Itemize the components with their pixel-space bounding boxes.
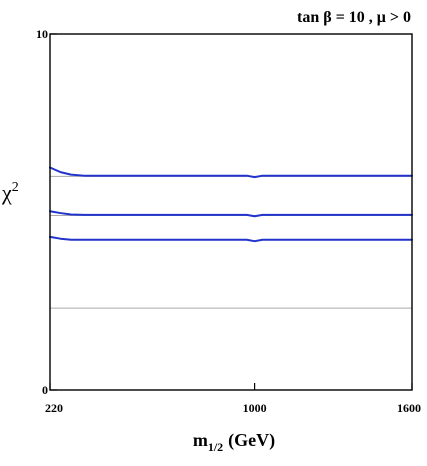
series-line-1 — [49, 210, 413, 218]
x-tick-label-1: 1000 — [243, 401, 267, 415]
y-axis-label-main: χ — [1, 180, 12, 205]
series-line-0 — [49, 166, 413, 179]
y-axis-label: χ2 — [1, 180, 19, 205]
x-tick-label-0: 220 — [45, 401, 63, 415]
series-line-2 — [49, 235, 413, 243]
x-tick-label-2: 1600 — [397, 401, 421, 415]
x-axis-label-sub: 1/2 — [208, 440, 223, 454]
reference-lines — [50, 175, 412, 309]
x-axis-label-main: m — [193, 430, 208, 450]
y-tick-label-0: 0 — [42, 383, 48, 397]
x-axis-label-unit: (GeV) — [228, 430, 275, 451]
plot-frame — [49, 33, 413, 391]
y-axis-label-sup: 2 — [12, 180, 19, 195]
x-axis-label: m1/2 (GeV) — [193, 430, 275, 454]
chart-title: tan β = 10 , μ > 0 — [297, 9, 411, 26]
axis-ticks: 220 1000 1600 0 10 — [36, 27, 421, 415]
y-tick-label-1: 10 — [36, 27, 48, 41]
series-lines — [49, 166, 413, 243]
